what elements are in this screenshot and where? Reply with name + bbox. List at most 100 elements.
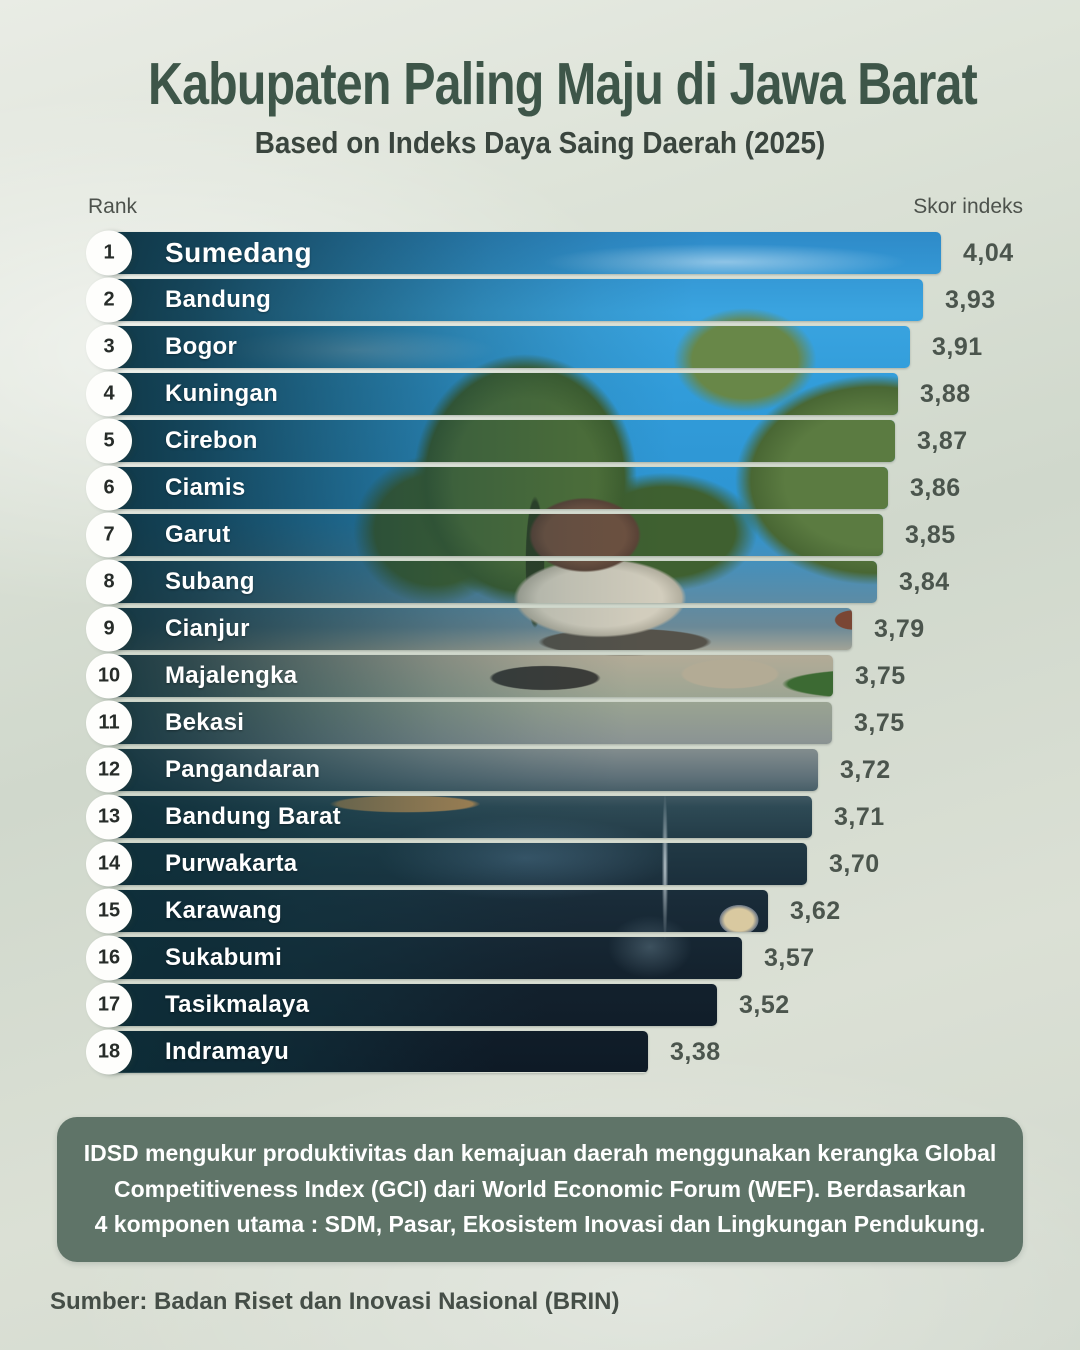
- bar-label: Cianjur: [165, 614, 250, 642]
- rank-number: 5: [103, 429, 115, 452]
- chart-row: 3 Bogor 3,91: [57, 324, 1023, 370]
- bar-shade: [105, 748, 818, 791]
- rank-badge: 15: [86, 888, 132, 934]
- bar-label: Indramayu: [165, 1037, 290, 1065]
- score-value: 3,38: [670, 1037, 721, 1066]
- chart-row: 8 Subang 3,84: [57, 559, 1023, 605]
- column-labels: Rank Skor indeks: [57, 195, 1023, 219]
- rank-badge: 5: [86, 418, 132, 464]
- rank-number: 18: [97, 1040, 121, 1063]
- bar: Indramayu: [105, 1030, 648, 1073]
- chart-row: 10 Majalengka 3,75: [57, 653, 1023, 699]
- rank-number: 11: [98, 711, 120, 734]
- bar: Bandung: [105, 278, 923, 321]
- note-line: 4 komponen utama : SDM, Pasar, Ekosistem…: [94, 1211, 986, 1238]
- rank-number: 8: [103, 570, 115, 593]
- chart-row: 5 Cirebon 3,87: [57, 418, 1023, 464]
- bar: Pangandaran: [105, 748, 818, 791]
- bar-shade: [105, 513, 883, 556]
- bar-shade: [105, 231, 941, 274]
- rank-number: 14: [97, 852, 121, 875]
- score-value: 3,71: [834, 802, 885, 831]
- rank-badge: 11: [86, 700, 132, 746]
- chart-row: 1 Sumedang 4,04: [57, 230, 1023, 276]
- chart-row: 11 Bekasi 3,75: [57, 700, 1023, 746]
- bar: Subang: [105, 560, 877, 603]
- rank-number: 3: [103, 335, 115, 358]
- rank-number: 10: [97, 664, 121, 687]
- chart-row: 7 Garut 3,85: [57, 512, 1023, 558]
- score-value: 3,72: [840, 755, 891, 784]
- bar: Sumedang: [105, 231, 941, 274]
- bar-label: Subang: [165, 567, 255, 595]
- bar-shade: [105, 795, 812, 838]
- rank-badge: 17: [86, 982, 132, 1028]
- rank-badge: 13: [86, 794, 132, 840]
- rank-column-label: Rank: [88, 194, 138, 218]
- bar-label: Sumedang: [165, 236, 313, 268]
- rank-badge: 7: [86, 512, 132, 558]
- bar-shade: [105, 372, 898, 415]
- chart-row: 18 Indramayu 3,38: [57, 1029, 1023, 1075]
- bar-label: Garut: [165, 520, 231, 548]
- bar-shade: [105, 419, 895, 462]
- bar-shade: [105, 560, 877, 603]
- bar: Cianjur: [105, 607, 852, 650]
- chart-row: 13 Bandung Barat 3,71: [57, 794, 1023, 840]
- rank-number: 1: [103, 241, 115, 264]
- rank-badge: 9: [86, 606, 132, 652]
- score-value: 3,93: [945, 285, 996, 314]
- rank-badge: 14: [86, 841, 132, 887]
- bar: Bekasi: [105, 701, 832, 744]
- bar: Garut: [105, 513, 883, 556]
- score-value: 4,04: [963, 238, 1014, 267]
- chart-row: 17 Tasikmalaya 3,52: [57, 982, 1023, 1028]
- bar-label: Sukabumi: [165, 943, 283, 971]
- rank-badge: 2: [86, 277, 132, 323]
- bar-label: Kuningan: [165, 379, 279, 407]
- bar: Kuningan: [105, 372, 898, 415]
- rank-badge: 10: [86, 653, 132, 699]
- rank-number: 6: [103, 476, 115, 499]
- score-value: 3,86: [910, 473, 961, 502]
- bar-label: Cirebon: [165, 426, 258, 454]
- chart-row: 15 Karawang 3,62: [57, 888, 1023, 934]
- score-value: 3,84: [899, 567, 950, 596]
- bar-shade: [105, 654, 833, 697]
- rank-badge: 12: [86, 747, 132, 793]
- score-value: 3,52: [739, 990, 790, 1019]
- score-value: 3,75: [855, 661, 906, 690]
- rank-number: 7: [103, 523, 115, 546]
- bar-label: Majalengka: [165, 661, 298, 689]
- bar: Purwakarta: [105, 842, 807, 885]
- source-line: Sumber: Badan Riset dan Inovasi Nasional…: [50, 1287, 620, 1315]
- rank-number: 16: [97, 946, 121, 969]
- rank-number: 13: [97, 805, 121, 828]
- score-value: 3,62: [790, 896, 841, 925]
- bar-label: Tasikmalaya: [165, 990, 310, 1018]
- bar: Cirebon: [105, 419, 895, 462]
- chart-row: 4 Kuningan 3,88: [57, 371, 1023, 417]
- bar-shade: [105, 701, 832, 744]
- bar: Sukabumi: [105, 936, 742, 979]
- rank-badge: 18: [86, 1029, 132, 1075]
- bar-shade: [105, 466, 888, 509]
- rank-badge: 1: [86, 230, 132, 276]
- bar-shade: [105, 325, 910, 368]
- bar: Ciamis: [105, 466, 888, 509]
- page-title: Kabupaten Paling Maju di Jawa Barat: [147, 51, 978, 117]
- score-column-label: Skor indeks: [913, 194, 1023, 218]
- bar-label: Bandung Barat: [165, 802, 341, 830]
- bar: Bogor: [105, 325, 910, 368]
- score-value: 3,88: [920, 379, 971, 408]
- score-value: 3,91: [932, 332, 983, 361]
- bar-shade: [105, 842, 807, 885]
- rank-badge: 16: [86, 935, 132, 981]
- chart-row: 14 Purwakarta 3,70: [57, 841, 1023, 887]
- chart-row: 6 Ciamis 3,86: [57, 465, 1023, 511]
- bar-shade: [105, 889, 768, 932]
- score-value: 3,79: [874, 614, 925, 643]
- bar: Majalengka: [105, 654, 833, 697]
- score-value: 3,87: [917, 426, 968, 455]
